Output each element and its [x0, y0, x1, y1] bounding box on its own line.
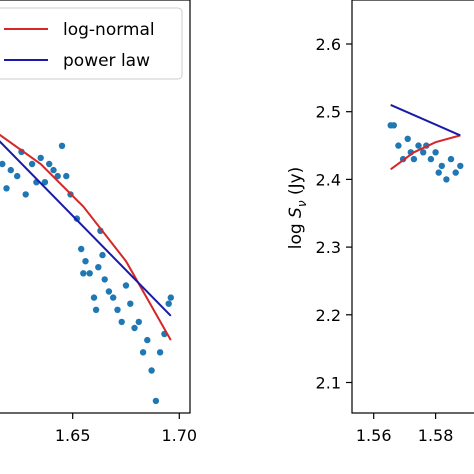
left-data-point [50, 166, 57, 174]
left-data-point [167, 294, 174, 301]
right-y-tick-label: 2.2 [316, 306, 341, 325]
left-x-tick-label: 1.70 [161, 426, 197, 445]
right-y-tick-label: 2.3 [316, 238, 341, 257]
right-data-point [435, 169, 442, 176]
right-x-tick-label: 1.56 [356, 426, 392, 445]
left-data-point [105, 288, 113, 295]
left-data-point [139, 349, 147, 356]
left-data-point [122, 282, 130, 289]
left-data-point [28, 160, 36, 168]
right-data-point [415, 142, 422, 149]
right-data-point [427, 155, 435, 163]
legend: log-normal power law [0, 7, 183, 80]
left-data-point [110, 294, 117, 301]
left-data-point [54, 172, 61, 180]
left-data-point [78, 245, 85, 253]
right-data-point [432, 149, 439, 156]
left-data-point [127, 300, 134, 307]
legend-box [0, 7, 183, 80]
left-data-point [63, 172, 70, 180]
right-y-ticks: 2.1 2.2 2.3 2.4 2.5 2.6 [316, 35, 352, 393]
left-data-point [37, 154, 44, 162]
right-y-tick-label: 2.5 [316, 103, 341, 122]
left-data-point [7, 166, 14, 174]
ylabel-subscript: ν [295, 200, 309, 207]
right-log-normal-line [390, 134, 461, 171]
left-data-point [80, 270, 87, 277]
left-data-point [3, 185, 10, 192]
left-data-point [156, 349, 164, 356]
left-scatter-points [0, 142, 174, 405]
left-data-point [144, 336, 151, 344]
right-y-axis-label: log Sν (Jy) [286, 167, 309, 250]
left-log-normal-line [0, 133, 172, 341]
right-data-point [447, 155, 455, 163]
left-x-ticks: 1.65 1.70 [55, 413, 197, 445]
left-data-point [95, 264, 102, 271]
left-data-point [22, 191, 29, 198]
legend-log-normal-label: log-normal [63, 20, 155, 40]
right-power-law-line [390, 103, 461, 137]
left-data-point [99, 251, 106, 259]
right-data-point [404, 135, 411, 142]
right-y-tick-label: 2.6 [316, 35, 341, 54]
right-y-tick-label: 2.1 [316, 374, 341, 393]
ylabel-unit: (Jy) [286, 167, 306, 201]
left-data-point [58, 142, 66, 149]
ylabel-symbol: S [286, 207, 306, 218]
right-data-point [443, 176, 450, 183]
left-data-point [82, 258, 89, 265]
left-data-point [101, 276, 108, 283]
left-data-point [73, 215, 81, 222]
left-data-point [148, 367, 155, 374]
right-x-tick-label: 1.58 [418, 426, 454, 445]
left-data-point [90, 294, 98, 301]
left-data-point [114, 306, 121, 313]
left-data-point [46, 160, 53, 168]
left-power-law-line [0, 140, 172, 317]
left-x-tick-label: 1.65 [55, 426, 91, 445]
left-data-point [41, 179, 49, 186]
left-plot-frame [0, 0, 191, 414]
right-data-point [420, 149, 427, 156]
left-data-point [135, 318, 142, 326]
right-data-point [438, 162, 445, 170]
right-data-point [395, 142, 402, 149]
left-panel: 1.65 1.70 log-normal power law [0, 0, 197, 445]
right-panel: 2.1 2.2 2.3 2.4 2.5 2.6 1.56 1.58 log Sν (Jy) [286, 0, 474, 445]
left-data-point [131, 324, 138, 332]
right-data-point [410, 155, 418, 163]
right-x-ticks: 1.56 1.58 [356, 413, 454, 445]
right-plot-frame [351, 0, 474, 414]
left-data-point [165, 300, 172, 307]
legend-power-law-label: power law [63, 51, 150, 71]
right-y-tick-label: 2.4 [316, 170, 341, 189]
left-data-point [14, 172, 21, 180]
left-data-point [86, 270, 93, 277]
ylabel-prefix: log [286, 218, 306, 249]
right-data-point [452, 169, 459, 176]
left-data-point [92, 306, 100, 313]
right-data-point [457, 162, 464, 170]
right-data-point [390, 122, 397, 129]
left-data-point [118, 318, 125, 326]
left-data-point [0, 160, 6, 168]
left-data-point [152, 397, 160, 405]
